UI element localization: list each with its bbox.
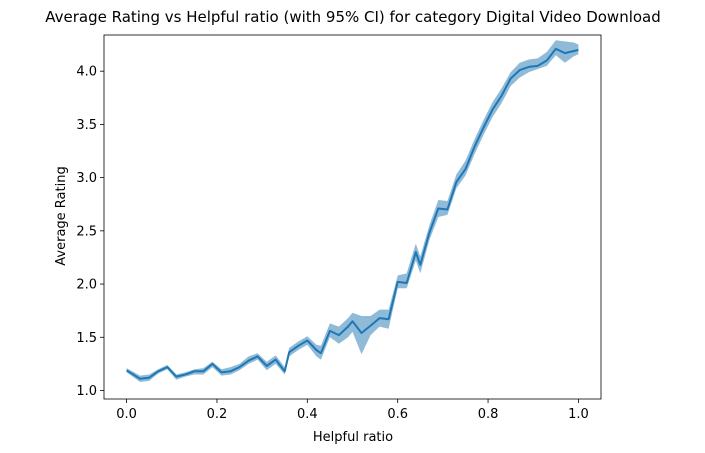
x-tick-label: 0.4 bbox=[297, 407, 318, 422]
y-tick-label: 3.5 bbox=[76, 118, 97, 133]
y-axis-label: Average Rating bbox=[54, 166, 69, 265]
axes-frame bbox=[103, 34, 602, 400]
x-tick-label: 1.0 bbox=[568, 407, 589, 422]
y-tick-label: 4.0 bbox=[76, 65, 97, 80]
x-axis-label: Helpful ratio bbox=[313, 430, 393, 445]
chart-title: Average Rating vs Helpful ratio (with 95… bbox=[45, 8, 661, 26]
y-tick-label: 1.5 bbox=[76, 331, 97, 346]
confidence-interval-band bbox=[126, 40, 579, 383]
plot-area bbox=[126, 40, 579, 383]
y-tick-label: 1.0 bbox=[76, 384, 97, 399]
y-tick-label: 2.5 bbox=[76, 224, 97, 239]
average-rating-line bbox=[126, 47, 579, 380]
y-axis-ticks: 1.0 1.5 2.0 2.5 3.0 3.5 4.0 bbox=[76, 65, 104, 399]
x-tick-label: 0.8 bbox=[478, 407, 499, 422]
y-tick-label: 3.0 bbox=[76, 171, 97, 186]
x-tick-label: 0.2 bbox=[207, 407, 228, 422]
x-tick-label: 0.6 bbox=[387, 407, 408, 422]
x-tick-label: 0.0 bbox=[116, 407, 137, 422]
x-axis-ticks: 0.0 0.2 0.4 0.6 0.8 1.0 bbox=[116, 399, 589, 422]
y-tick-label: 2.0 bbox=[76, 278, 97, 293]
